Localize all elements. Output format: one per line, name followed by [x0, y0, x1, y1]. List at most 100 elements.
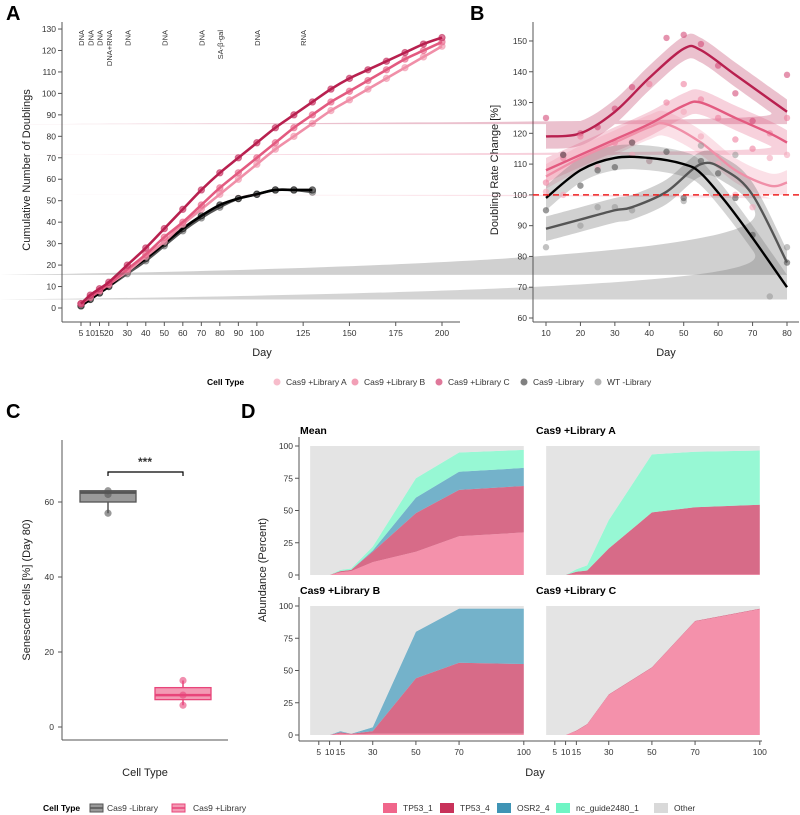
series-line-cas9-library-c [80, 36, 443, 305]
data-point-cas9-library-c [697, 40, 705, 48]
legend-label: WT -Library [607, 377, 652, 387]
x-tick-label: 70 [454, 747, 464, 757]
data-point-cas9-library-a [766, 154, 773, 162]
data-point-cas9-library-a [783, 151, 791, 159]
area-other [310, 446, 524, 575]
y-tick-label: 130 [42, 24, 56, 34]
legend-cell-type-ab: Cell Type Cas9 +Library A Cas9 +Library B C… [207, 377, 652, 387]
data-point-cas9-library [611, 163, 619, 171]
y-tick-label: 80 [518, 251, 528, 261]
data-point-wt-library [594, 203, 601, 211]
x-tick-label: 70 [197, 328, 207, 338]
data-point-wt-library [646, 157, 653, 165]
area-tp53-1 [546, 574, 760, 575]
x-tick-label: 50 [647, 747, 657, 757]
data-point [104, 490, 112, 499]
data-point-wt-library [542, 244, 550, 251]
y-tick-label: 120 [513, 128, 527, 138]
area-tp53-1 [310, 733, 524, 735]
data-point [179, 701, 187, 709]
data-point-wt-library [577, 222, 584, 229]
x-tick-label: 100 [753, 747, 767, 757]
series-line-wt-library [80, 188, 313, 307]
y-tick-label: 0 [288, 730, 293, 740]
data-point-cas9-library-a [680, 108, 687, 115]
y-tick-label: 75 [284, 473, 294, 483]
facet-mean: Mean 0 25 50 75 100 [279, 425, 524, 580]
facet-title: Cas9 +Library C [536, 585, 617, 597]
x-tick-label: 15 [336, 747, 346, 757]
facet-cas9-library-b: Cas9 +Library B 0 25 50 75 100 5 10 15 30 50 70 100 [279, 585, 531, 757]
area-nc-guide2480-1 [310, 449, 524, 575]
x-tick-label: 100 [517, 747, 531, 757]
y-tick-label: 50 [47, 196, 57, 206]
x-tick-label: 10 [86, 328, 96, 338]
data-point-cas9-library-b [577, 133, 584, 140]
data-point-cas9-library-b [749, 145, 756, 152]
confidence-ribbon-cas9-library [0, 144, 788, 300]
y-tick-label: 0 [51, 303, 56, 313]
y-tick-label: 70 [47, 153, 57, 163]
y-tick-label: 120 [42, 45, 56, 55]
data-point [104, 509, 112, 517]
sampling-annotation: DNA [86, 30, 95, 46]
data-point-cas9-library-c [663, 34, 670, 42]
x-tick-label: 30 [610, 328, 620, 338]
y-tick-label: 0 [49, 722, 54, 732]
x-tick-label: 30 [123, 328, 133, 338]
area-tp53-4 [546, 504, 760, 575]
x-axis-label: Cell Type [122, 767, 168, 779]
legend-label: Cas9 +Library [193, 803, 247, 813]
y-tick-label: 50 [284, 666, 294, 676]
x-axis-label: Day [656, 347, 676, 359]
x-tick-label: 30 [604, 747, 614, 757]
y-tick-label: 60 [518, 313, 528, 323]
x-axis-label: Day [525, 767, 545, 779]
y-tick-label: 40 [45, 572, 55, 582]
data-point-cas9-library-c [680, 31, 687, 39]
area-other [546, 606, 760, 735]
legend-swatch [440, 803, 454, 813]
data-point-cas9-library [783, 259, 791, 266]
smooth-line-cas9-library-c [545, 44, 788, 138]
data-point-cas9-library [714, 170, 722, 177]
legend-swatch [497, 803, 511, 813]
data-point-cas9-library-c [783, 71, 791, 79]
sampling-annotation: DNA [96, 30, 105, 46]
y-tick-label: 100 [513, 190, 527, 200]
smooth-line-cas9-library-b [545, 100, 788, 172]
x-tick-label: 70 [748, 328, 758, 338]
y-tick-label: 90 [518, 221, 528, 231]
x-tick-label: 150 [342, 328, 356, 338]
y-tick-label: 40 [47, 217, 57, 227]
x-tick-label: 5 [79, 328, 84, 338]
smooth-line-wt-library [545, 161, 789, 264]
facet-cas9-library-c: Cas9 +Library C 5 10 15 30 50 70 100 [536, 585, 767, 757]
facet-cas9-library-a: Cas9 +Library A [536, 425, 760, 575]
x-tick-label: 10 [541, 328, 551, 338]
panel-c-senescent-cells: 0 20 40 60 Cell Type Senescent cells [%] (Day… [21, 440, 247, 813]
y-tick-label: 110 [513, 159, 527, 169]
x-tick-label: 125 [296, 328, 310, 338]
data-point-cas9-library [594, 167, 601, 174]
x-axis-label: Day [252, 347, 272, 359]
data-point-cas9-library-b [680, 80, 687, 88]
sampling-annotation: RNA [299, 30, 308, 46]
y-tick-label: 75 [284, 633, 294, 643]
panel-label-b: B [470, 3, 484, 25]
x-tick-label: 5 [316, 747, 321, 757]
series-line-cas9-library [80, 188, 313, 307]
sampling-annotation: DNA [197, 30, 206, 46]
y-tick-label: 30 [47, 239, 57, 249]
x-tick-label: 15 [572, 747, 582, 757]
x-tick-label: 70 [690, 747, 700, 757]
data-point-cas9-library-c [628, 83, 636, 91]
y-tick-label: 150 [513, 36, 527, 46]
area-osr2-4 [310, 608, 524, 735]
legend-label: OSR2_4 [517, 803, 550, 813]
y-tick-label: 80 [47, 131, 57, 141]
data-point-cas9-library-c [542, 114, 550, 122]
area-tp53-1 [310, 532, 524, 575]
